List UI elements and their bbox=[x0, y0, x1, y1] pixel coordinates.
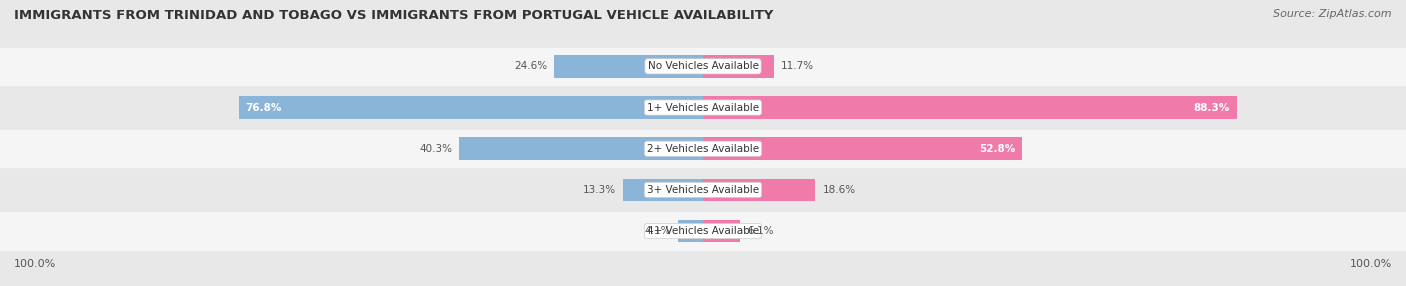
Text: 24.6%: 24.6% bbox=[515, 61, 547, 71]
Text: 52.8%: 52.8% bbox=[979, 144, 1015, 154]
Text: 1+ Vehicles Available: 1+ Vehicles Available bbox=[647, 103, 759, 112]
Bar bbox=[623, 178, 703, 201]
Bar bbox=[703, 55, 773, 78]
Text: 18.6%: 18.6% bbox=[823, 185, 856, 195]
Bar bbox=[0, 210, 1406, 252]
Bar bbox=[239, 96, 703, 119]
Bar bbox=[703, 137, 1022, 160]
Text: 4.1%: 4.1% bbox=[645, 226, 671, 236]
Text: Source: ZipAtlas.com: Source: ZipAtlas.com bbox=[1274, 9, 1392, 19]
Bar bbox=[0, 169, 1406, 210]
Bar bbox=[0, 46, 1406, 87]
Bar bbox=[460, 137, 703, 160]
Bar bbox=[0, 87, 1406, 128]
Text: No Vehicles Available: No Vehicles Available bbox=[648, 61, 758, 71]
Text: 3+ Vehicles Available: 3+ Vehicles Available bbox=[647, 185, 759, 195]
Bar bbox=[0, 128, 1406, 169]
Text: 13.3%: 13.3% bbox=[582, 185, 616, 195]
Bar bbox=[554, 55, 703, 78]
Bar bbox=[678, 220, 703, 243]
Text: 76.8%: 76.8% bbox=[246, 103, 283, 112]
Text: 100.0%: 100.0% bbox=[14, 259, 56, 269]
Text: 2+ Vehicles Available: 2+ Vehicles Available bbox=[647, 144, 759, 154]
Text: 100.0%: 100.0% bbox=[1350, 259, 1392, 269]
Text: 88.3%: 88.3% bbox=[1194, 103, 1230, 112]
Text: 11.7%: 11.7% bbox=[780, 61, 814, 71]
Bar bbox=[703, 96, 1237, 119]
Bar bbox=[703, 178, 815, 201]
Text: IMMIGRANTS FROM TRINIDAD AND TOBAGO VS IMMIGRANTS FROM PORTUGAL VEHICLE AVAILABI: IMMIGRANTS FROM TRINIDAD AND TOBAGO VS I… bbox=[14, 9, 773, 21]
Text: 40.3%: 40.3% bbox=[419, 144, 453, 154]
Bar bbox=[703, 220, 740, 243]
Text: 4+ Vehicles Available: 4+ Vehicles Available bbox=[647, 226, 759, 236]
Text: 6.1%: 6.1% bbox=[747, 226, 773, 236]
